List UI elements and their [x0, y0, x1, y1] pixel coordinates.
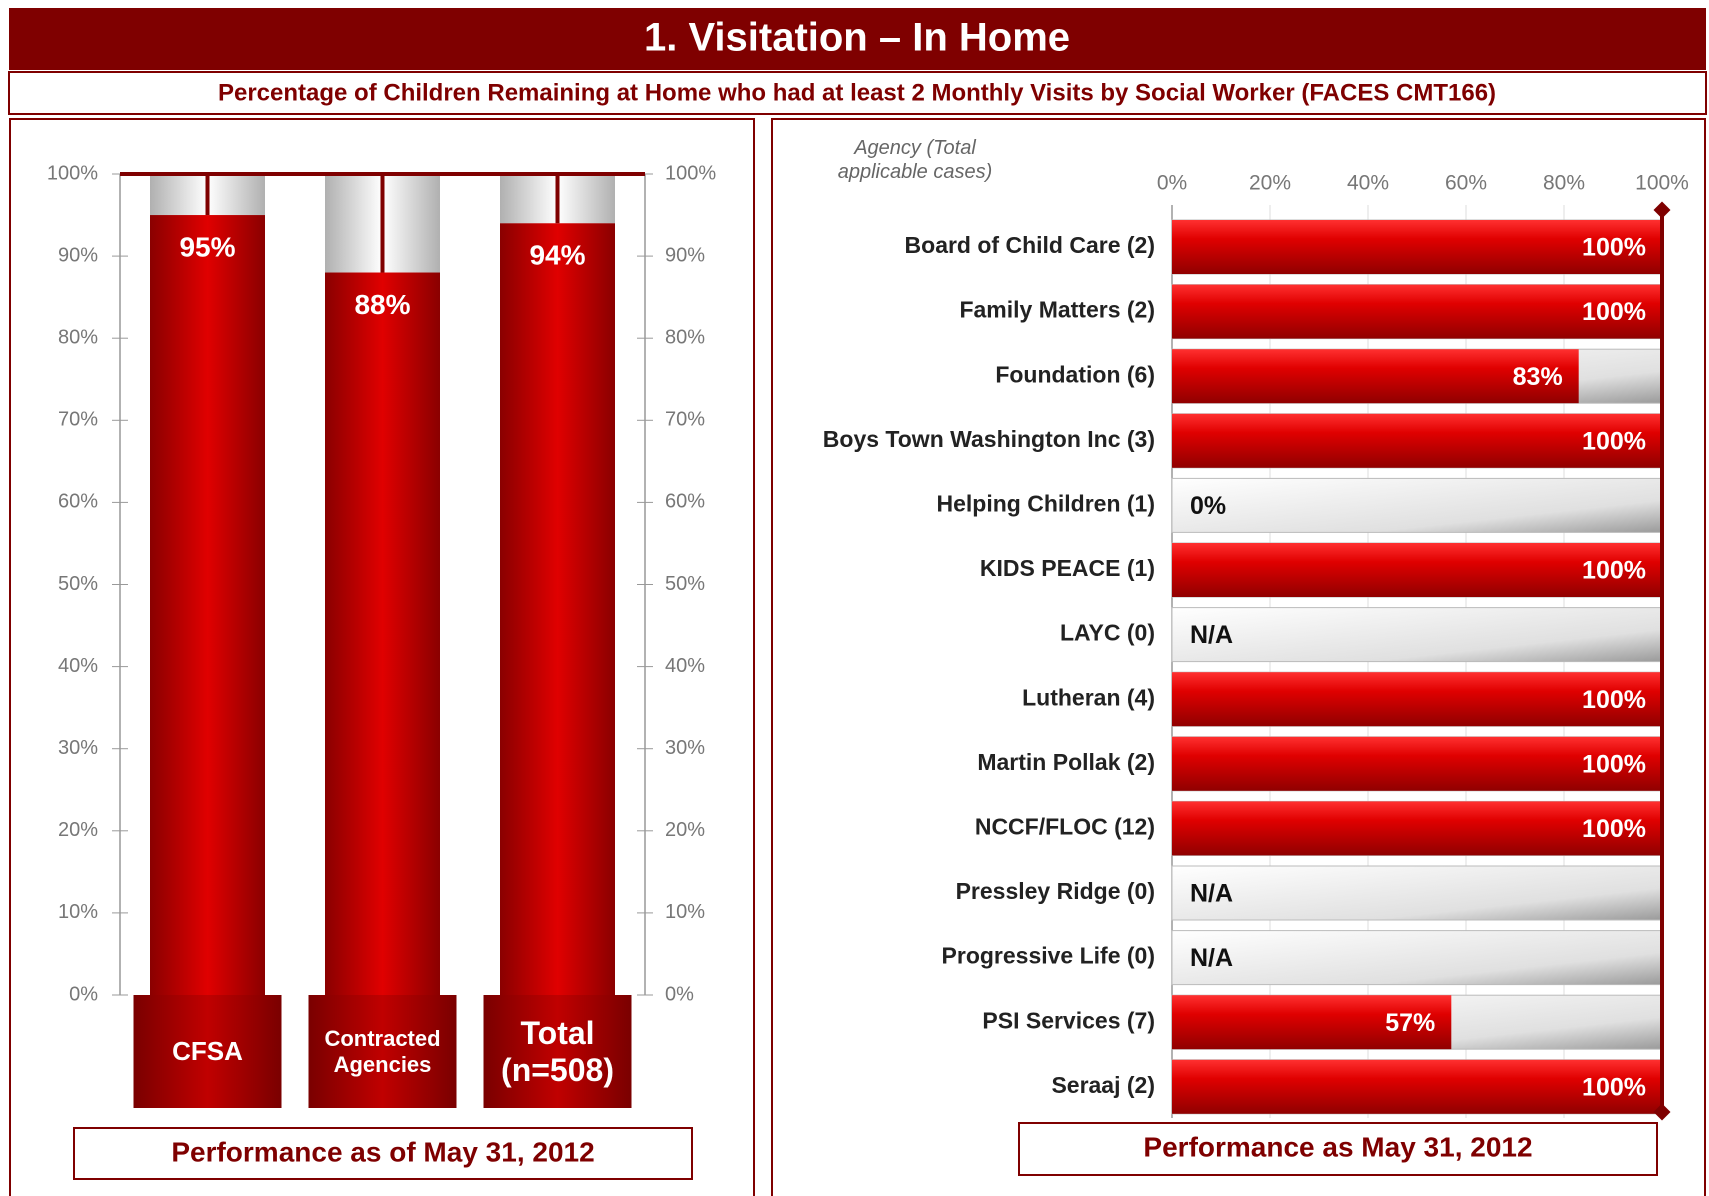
- value-label: 100%: [1582, 427, 1646, 455]
- y-tick-label: 100%: [47, 162, 98, 184]
- x-tick-label: CFSA: [172, 1035, 243, 1066]
- value-label: N/A: [1190, 944, 1233, 972]
- subtitle-bar: [8, 71, 1707, 115]
- y-tick-label: Foundation (6): [995, 361, 1155, 387]
- y-tick-label: KIDS PEACE (1): [980, 555, 1155, 581]
- diamond: [1653, 201, 1671, 219]
- page-subtitle: Percentage of Children Remaining at Home…: [218, 79, 1496, 106]
- bar: [1172, 1059, 1662, 1114]
- y2-tick-label: 0%: [665, 983, 694, 1005]
- y2-tick-label: 40%: [665, 655, 705, 677]
- value-label: 100%: [1582, 298, 1646, 326]
- bar-background: [1171, 607, 1663, 663]
- y-tick-label: 70%: [58, 409, 98, 431]
- y-tick-label: 30%: [58, 737, 98, 759]
- y-tick-label: 10%: [58, 901, 98, 923]
- bar: [1172, 672, 1662, 727]
- y-tick-label: Helping Children (1): [937, 490, 1156, 516]
- y2-tick-label: 70%: [665, 409, 705, 431]
- x-tick-label: 20%: [1249, 172, 1291, 195]
- y2-tick-label: 80%: [665, 326, 705, 348]
- bar: [1172, 349, 1579, 404]
- bar-background: [1171, 865, 1663, 921]
- bar: [1172, 543, 1662, 597]
- value-label: 88%: [354, 289, 410, 320]
- y-tick-label: Pressley Ridge (0): [956, 878, 1155, 904]
- value-label: 100%: [1582, 750, 1646, 778]
- y2-tick-label: 60%: [665, 491, 705, 513]
- y-tick-label: Progressive Life (0): [942, 943, 1155, 969]
- value-label: 0%: [1190, 492, 1226, 520]
- bar: [1172, 413, 1662, 468]
- footer-box: [1018, 1122, 1658, 1176]
- y-tick-label: LAYC (0): [1060, 620, 1155, 646]
- y-tick-label: Board of Child Care (2): [905, 232, 1155, 258]
- y-tick-label: 20%: [58, 819, 98, 841]
- value-label: 94%: [529, 240, 585, 271]
- x-tick-label: 80%: [1543, 172, 1585, 195]
- y-tick-label: 90%: [58, 244, 98, 266]
- y-tick-label: 0%: [69, 983, 98, 1005]
- bar: [1172, 801, 1662, 856]
- value-label: 100%: [1582, 815, 1646, 843]
- y-tick-label: Family Matters (2): [959, 297, 1155, 323]
- diamond: [1653, 1103, 1671, 1121]
- value-label: 100%: [1582, 686, 1646, 714]
- x-tick-label: 40%: [1347, 172, 1389, 195]
- category-box: [308, 995, 457, 1108]
- y-tick-label: 60%: [58, 491, 98, 513]
- value-label: N/A: [1190, 621, 1233, 649]
- axis-label: Agency (Total applicable cases): [837, 137, 993, 183]
- footer: Performance as May 31, 2012: [1143, 1131, 1532, 1162]
- y2-tick-label: 20%: [665, 819, 705, 841]
- x-tick-label: Contracted Agencies: [324, 1026, 441, 1077]
- bar: [150, 215, 265, 996]
- x-tick-label: 60%: [1445, 172, 1487, 195]
- left-panel: [9, 118, 755, 1196]
- y-tick-label: Lutheran (4): [1022, 684, 1155, 710]
- category-box: [483, 995, 632, 1108]
- y-tick-label: 50%: [58, 573, 98, 595]
- y-tick-label: Boys Town Washington Inc (3): [823, 426, 1155, 452]
- y-tick-label: Martin Pollak (2): [977, 749, 1155, 775]
- value-label: 100%: [1582, 1073, 1646, 1101]
- value-label: 100%: [1582, 557, 1646, 585]
- y2-tick-label: 90%: [665, 244, 705, 266]
- y-tick-label: NCCF/FLOC (12): [975, 813, 1155, 839]
- bar-background: [1171, 930, 1663, 986]
- y-tick-label: PSI Services (7): [982, 1007, 1155, 1033]
- value-label: 57%: [1385, 1009, 1435, 1037]
- y-tick-label: 40%: [58, 655, 98, 677]
- y-tick-label: 80%: [58, 326, 98, 348]
- title-bar: [9, 8, 1706, 70]
- x-tick-label: 0%: [1157, 172, 1187, 195]
- bar: [500, 223, 615, 995]
- footer: Performance as of May 31, 2012: [171, 1136, 594, 1167]
- x-tick-label: 100%: [1635, 172, 1689, 195]
- category-box: [133, 995, 282, 1108]
- y-tick-label: Seraaj (2): [1051, 1072, 1155, 1098]
- page-title: 1. Visitation – In Home: [644, 16, 1070, 60]
- value-label: 95%: [179, 231, 235, 262]
- value-label: N/A: [1190, 880, 1233, 908]
- bar: [1172, 284, 1662, 339]
- y2-tick-label: 10%: [665, 901, 705, 923]
- value-label: 100%: [1582, 234, 1646, 262]
- x-tick-label: Total (n=508): [501, 1014, 614, 1088]
- y2-tick-label: 50%: [665, 573, 705, 595]
- value-label: 83%: [1513, 363, 1563, 391]
- y2-tick-label: 30%: [665, 737, 705, 759]
- bar: [325, 272, 440, 995]
- right-panel: [771, 118, 1706, 1196]
- bar: [1172, 220, 1662, 274]
- footer-box: [73, 1127, 693, 1180]
- bar: [1172, 736, 1662, 791]
- bar: [1172, 995, 1452, 1050]
- y2-tick-label: 100%: [665, 162, 716, 184]
- bar-background: [1171, 477, 1663, 533]
